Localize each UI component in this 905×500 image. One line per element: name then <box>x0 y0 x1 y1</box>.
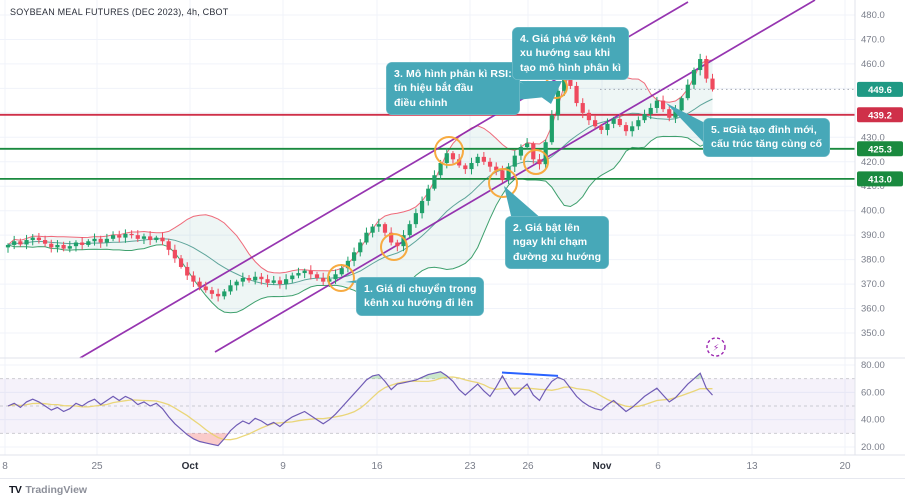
svg-text:13: 13 <box>746 461 758 472</box>
svg-text:430.0: 430.0 <box>861 132 885 143</box>
svg-text:26: 26 <box>522 461 534 472</box>
callout-rsi-divergence[interactable]: 3. Mô hình phân kì RSI: tín hiệu bắt đầu… <box>386 62 520 116</box>
footer-bar: TV TradingView <box>0 478 905 500</box>
svg-text:20: 20 <box>839 461 851 472</box>
svg-text:Oct: Oct <box>182 461 199 472</box>
svg-text:420.0: 420.0 <box>861 157 885 168</box>
event-icon[interactable]: ⚡ <box>706 337 726 357</box>
tradingview-brand[interactable]: TradingView <box>25 483 88 496</box>
svg-text:8: 8 <box>2 461 8 472</box>
svg-text:480.0: 480.0 <box>861 10 885 21</box>
svg-text:40.00: 40.00 <box>861 415 885 426</box>
svg-text:350.0: 350.0 <box>861 328 885 339</box>
svg-text:25: 25 <box>91 461 103 472</box>
svg-text:20.00: 20.00 <box>861 442 885 453</box>
pane-borders <box>0 0 905 456</box>
svg-text:439.2: 439.2 <box>868 110 892 121</box>
svg-text:470.0: 470.0 <box>861 34 885 45</box>
svg-text:80.00: 80.00 <box>861 360 885 371</box>
svg-text:425.3: 425.3 <box>868 144 892 155</box>
rsi-band <box>0 378 855 434</box>
price-axis-labels[interactable]: 480.0470.0460.0450.0440.0430.0420.0410.0… <box>861 10 885 453</box>
rsi-divergence[interactable] <box>501 371 559 377</box>
svg-text:6: 6 <box>655 461 661 472</box>
svg-text:400.0: 400.0 <box>861 206 885 217</box>
svg-text:16: 16 <box>371 461 383 472</box>
callout-uptrend-channel[interactable]: 1. Giá di chuyển trong kênh xu hướng đi … <box>356 277 485 316</box>
callout-bounce-trendline[interactable]: 2. Giá bật lên ngay khi chạm đường xu hư… <box>505 216 610 270</box>
svg-text:Nov: Nov <box>593 461 612 472</box>
svg-text:410.0: 410.0 <box>861 181 885 192</box>
svg-text:60.00: 60.00 <box>861 387 885 398</box>
svg-text:360.0: 360.0 <box>861 304 885 315</box>
svg-text:23: 23 <box>464 461 476 472</box>
svg-text:370.0: 370.0 <box>861 279 885 290</box>
time-axis-labels[interactable]: 8 25 Oct 9 16 23 26 Nov 6 13 20 <box>2 461 851 472</box>
candles-layer <box>5 53 715 302</box>
svg-text:460.0: 460.0 <box>861 59 885 70</box>
svg-text:380.0: 380.0 <box>861 255 885 266</box>
callout-channel-breakout[interactable]: 4. Giá phá vỡ kênh xu hướng sau khi tạo … <box>512 27 630 81</box>
callout-new-high[interactable]: 5. ¤Già tạo đỉnh mới, cấu trúc tăng củng… <box>703 118 831 157</box>
svg-text:390.0: 390.0 <box>861 230 885 241</box>
symbol-title: SOYBEAN MEAL FUTURES (DEC 2023), 4h, CBO… <box>10 7 229 17</box>
svg-text:9: 9 <box>280 461 286 472</box>
svg-text:⚡: ⚡ <box>713 343 719 353</box>
rsi-lines <box>7 371 713 447</box>
rsi-divergence-line[interactable] <box>501 371 559 377</box>
tradingview-logo-icon[interactable]: TV <box>9 483 22 496</box>
svg-text:413.0: 413.0 <box>868 174 892 185</box>
svg-text:449.6: 449.6 <box>868 85 892 96</box>
price-badges: 449.6 439.2 425.3 413.0 <box>857 81 903 187</box>
